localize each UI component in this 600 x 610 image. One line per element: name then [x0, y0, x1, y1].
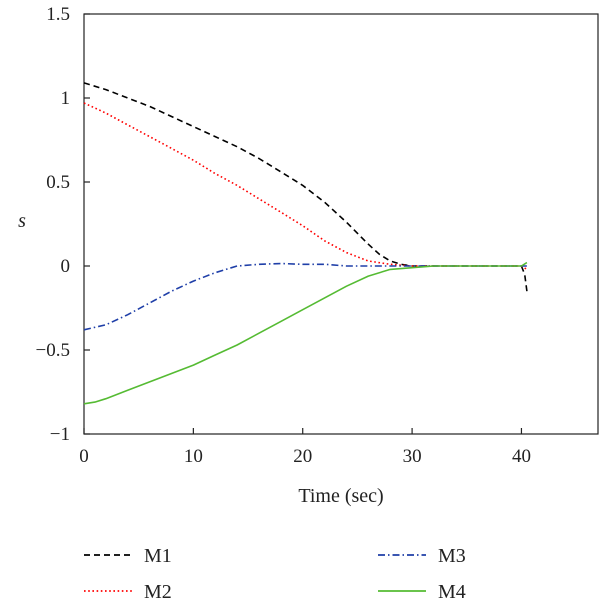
plot-frame	[83, 13, 599, 435]
series-line-m3	[83, 262, 527, 331]
legend: M1 M2 M3 M4	[84, 545, 466, 603]
y-tick-label: 1.5	[46, 4, 70, 25]
x-tick-label: 10	[184, 446, 203, 467]
y-axis: −1 −0.5 0 0.5 1 1.5	[36, 4, 90, 445]
series-line-m2	[83, 102, 528, 271]
legend-label: M2	[144, 581, 172, 603]
y-tick-label: 0.5	[46, 172, 70, 193]
y-tick-label: −0.5	[36, 340, 70, 361]
legend-item-m3: M3	[378, 545, 466, 567]
series-line-m4	[83, 261, 528, 405]
x-tick-label: 20	[293, 446, 312, 467]
x-tick-label: 0	[79, 446, 89, 467]
legend-item-m2: M2	[84, 581, 172, 603]
legend-label: M3	[438, 545, 466, 567]
legend-label: M4	[438, 581, 466, 603]
x-tick-label: 40	[512, 446, 531, 467]
y-tick-label: −1	[50, 424, 70, 445]
y-tick-label: 1	[61, 88, 71, 109]
x-tick-label: 30	[403, 446, 422, 467]
series-line-m1	[83, 82, 528, 292]
legend-label: M1	[144, 545, 172, 567]
series-layer	[83, 82, 528, 405]
y-tick-label: 0	[61, 256, 71, 277]
y-axis-label: s	[18, 210, 26, 232]
x-axis: 0 10 20 30 40	[79, 428, 531, 467]
legend-item-m4: M4	[378, 581, 466, 603]
x-axis-label: Time (sec)	[298, 485, 383, 507]
legend-item-m1: M1	[84, 545, 172, 567]
plot-area-border	[83, 13, 599, 435]
